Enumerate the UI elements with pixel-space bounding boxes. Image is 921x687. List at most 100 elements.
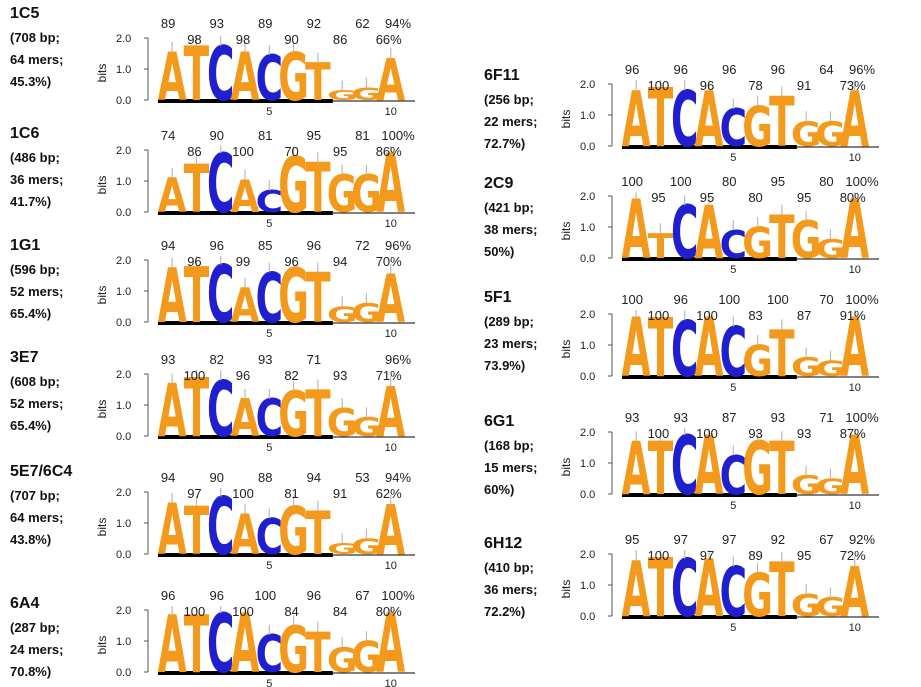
percent-label-top: 74 [161, 128, 175, 143]
y-tick-label: 2.0 [580, 427, 595, 439]
y-tick-label: 0.0 [580, 371, 595, 383]
logo-letter-C: C [671, 76, 698, 165]
percent-label-top: 96 [625, 62, 639, 77]
logo-name: 3E7 [10, 349, 39, 366]
logo-info-line: (486 bp; [10, 150, 60, 165]
percent-label-low: 87 [797, 308, 811, 323]
y-tick-label: 0.0 [580, 489, 595, 501]
core-motif-bar [158, 553, 333, 557]
percent-label-top: 94 [161, 238, 175, 253]
logo-name: 6G1 [484, 413, 514, 430]
percent-label-low: 91 [333, 486, 347, 501]
percent-label-top: 100 [254, 588, 276, 603]
logo-name: 1C6 [10, 125, 39, 142]
percent-label-last: 96% [849, 62, 875, 77]
x-tick-label: 10 [385, 218, 397, 230]
logo-info-line: (596 bp; [10, 262, 60, 277]
y-tick-label: 1.0 [580, 458, 595, 470]
percent-label-top: 67 [355, 588, 369, 603]
percent-label-top: 64 [819, 62, 833, 77]
percent-label-top: 92 [771, 532, 785, 547]
percent-label-top: 93 [209, 16, 223, 31]
logo-letter-A: A [695, 76, 724, 165]
percent-label-top: 90 [209, 128, 223, 143]
logo-info-line: 22 mers; [484, 114, 537, 129]
percent-label-low: 86 [333, 32, 347, 47]
percent-label-top: 96 [673, 292, 687, 307]
percent-label-top: 93 [673, 410, 687, 425]
percent-label-low: 97 [187, 486, 201, 501]
percent-label-low: 95 [333, 144, 347, 159]
percent-label-low: 80% [376, 604, 402, 619]
percent-label-low: 62% [376, 486, 402, 501]
logo-letter-G: G [327, 540, 358, 557]
percent-label-top: 88 [258, 470, 272, 485]
logo-letter-A: A [376, 48, 405, 114]
logo-info-line: (168 bp; [484, 438, 534, 453]
logo-letter-T: T [769, 317, 795, 392]
y-tick-label: 0.0 [116, 549, 131, 561]
percent-label-low: 96 [236, 368, 250, 383]
percent-label-low: 86% [376, 144, 402, 159]
logo-letter-C: C [256, 43, 283, 116]
percent-label-low: 70% [376, 254, 402, 269]
percent-label-top: 100 [621, 292, 643, 307]
logo-letter-T: T [648, 227, 674, 266]
logo-letter-G: G [278, 142, 309, 231]
percent-label-low: 86 [187, 144, 201, 159]
logo-letter-G: G [327, 303, 358, 328]
percent-label-top: 93 [161, 352, 175, 367]
logo-letter-G: G [815, 115, 846, 154]
percent-label-top: 100 [621, 174, 643, 189]
y-tick-label: 1.0 [116, 400, 131, 412]
logo-name: 5F1 [484, 289, 512, 306]
y-tick-label: 1.0 [580, 340, 595, 352]
x-tick-label: 10 [849, 382, 861, 394]
percent-label-top: 71 [307, 352, 321, 367]
y-axis-label: bits [95, 286, 109, 305]
logo-letter-T: T [184, 252, 209, 341]
logo-letter-G: G [327, 641, 358, 680]
percent-label-low: 96 [284, 254, 298, 269]
percent-label-top: 100 [670, 174, 692, 189]
logo-info-line: 52 mers; [10, 396, 63, 411]
y-axis-label: bits [559, 110, 573, 129]
logo-letter-G: G [742, 338, 773, 387]
logo-letter-T: T [305, 377, 331, 452]
percent-label-low: 66% [376, 32, 402, 47]
percent-label-top: 82 [209, 352, 223, 367]
x-tick-label: 10 [385, 442, 397, 454]
y-tick-label: 2.0 [116, 145, 131, 157]
percent-label-low: 91 [797, 78, 811, 93]
percent-label-top: 62 [355, 16, 369, 31]
percent-label-low: 91% [840, 308, 866, 323]
logo-info-line: 70.8%) [10, 664, 51, 679]
x-tick-label: 5 [266, 218, 272, 230]
x-tick-label: 10 [385, 328, 397, 340]
percent-label-low: 99 [236, 254, 250, 269]
percent-label-low: 80% [840, 190, 866, 205]
y-axis-label: bits [95, 636, 109, 655]
y-tick-label: 0.0 [116, 431, 131, 443]
logo-letter-C: C [671, 306, 698, 395]
percent-label-top: 89 [258, 16, 272, 31]
logo-info-line: (287 bp; [10, 620, 60, 635]
y-tick-label: 1.0 [116, 176, 131, 188]
percent-label-low: 95 [700, 190, 714, 205]
percent-label-low: 82 [284, 368, 298, 383]
percent-label-top: 97 [673, 532, 687, 547]
logo-info-line: 41.7%) [10, 194, 51, 209]
logo-letter-C: C [256, 509, 283, 566]
logo-info-line: 64 mers; [10, 52, 63, 67]
logo-info-line: (410 bp; [484, 560, 534, 575]
y-tick-label: 0.0 [580, 611, 595, 623]
percent-label-last: 100% [381, 588, 415, 603]
logo-info-line: 72.7%) [484, 136, 525, 151]
percent-label-top: 80 [819, 174, 833, 189]
percent-label-low: 100 [696, 426, 718, 441]
y-tick-label: 2.0 [580, 191, 595, 203]
percent-label-low: 90 [284, 32, 298, 47]
percent-label-top: 89 [161, 16, 175, 31]
logo-letter-A: A [840, 76, 869, 165]
logo-name: 2C9 [484, 175, 513, 192]
